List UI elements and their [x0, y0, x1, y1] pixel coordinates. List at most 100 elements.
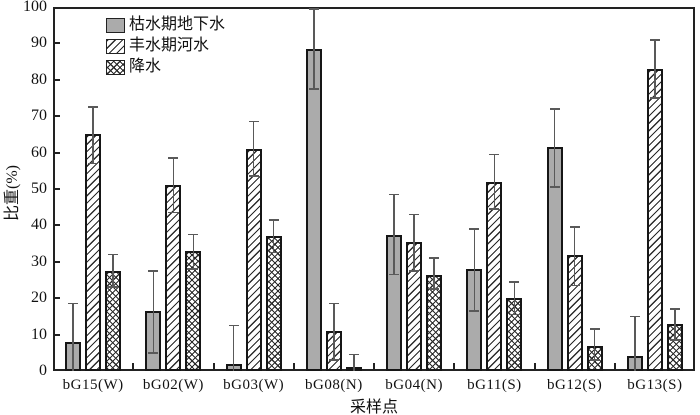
- x-tick-label: bG03(W): [223, 377, 285, 393]
- y-tick-label: 50: [31, 180, 47, 197]
- y-tick-label: 40: [31, 216, 47, 234]
- error-bar-line: [232, 325, 235, 371]
- legend-swatch-diagonal-hatch-icon: [106, 38, 125, 54]
- error-bar-line: [393, 194, 395, 275]
- error-bar-cap-bottom: [649, 97, 660, 99]
- error-bar-cap-bottom: [409, 270, 420, 272]
- error-bar-cap-bottom: [168, 211, 179, 214]
- error-bar-line: [112, 254, 114, 288]
- error-bar-cap-top: [88, 106, 99, 108]
- legend-row-dry-season-groundwater: 枯水期地下水: [106, 17, 225, 33]
- error-bar-cap-top: [669, 308, 680, 310]
- error-bar-cap-bottom: [148, 352, 159, 354]
- error-bar-cap-bottom: [589, 359, 600, 361]
- y-tick-label: 60: [31, 143, 47, 161]
- error-bar-line: [473, 229, 476, 311]
- y-tick-label: 80: [31, 70, 47, 88]
- legend-swatch-cross-hatch-icon: [106, 59, 125, 75]
- x-tick-label: bG08(N): [305, 377, 363, 393]
- x-axis-tick: [292, 363, 295, 369]
- y-tick-label: 100: [23, 0, 47, 15]
- error-bar-line: [493, 154, 496, 209]
- y-axis-tick: [53, 115, 60, 118]
- bar-bG04(N)-丰水期河水: [406, 241, 423, 371]
- y-tick-label: 90: [31, 34, 47, 52]
- bar-bG08(N)-枯水期地下水: [305, 48, 322, 371]
- error-bar-cap-top: [328, 302, 339, 305]
- error-bar-cap-top: [549, 108, 560, 110]
- legend: 枯水期地下水 丰水期河水 降水: [106, 17, 225, 75]
- error-bar-line: [353, 354, 355, 371]
- bar-bG02(W)-丰水期河水: [165, 185, 182, 371]
- x-tick-label: bG15(W): [62, 377, 124, 393]
- error-bar-cap-bottom: [389, 273, 400, 276]
- error-bar-cap-bottom: [509, 313, 520, 316]
- error-bar-cap-bottom: [308, 88, 319, 90]
- legend-label: 降水: [129, 58, 162, 75]
- x-axis-tick: [212, 363, 215, 369]
- y-axis-tick: [53, 224, 60, 227]
- error-bar-cap-top: [168, 157, 179, 159]
- error-bar-cap-bottom: [469, 310, 480, 312]
- error-bar-cap-top: [108, 253, 119, 256]
- bar-bG12(S)-丰水期河水: [566, 254, 583, 371]
- error-bar-line: [674, 309, 676, 341]
- bar-bG15(W)-降水: [105, 270, 122, 371]
- error-bar-cap-bottom: [669, 339, 680, 341]
- bar-bG11(S)-丰水期河水: [486, 181, 503, 371]
- error-bar-line: [192, 234, 195, 270]
- error-bar-cap-top: [268, 219, 279, 221]
- bar-bG02(W)-降水: [185, 250, 202, 371]
- x-tick-label: bG11(S): [467, 377, 522, 393]
- error-bar-line: [433, 258, 435, 290]
- error-bar-line: [573, 227, 576, 286]
- error-bar-cap-bottom: [549, 186, 560, 188]
- error-bar-line: [413, 214, 415, 271]
- x-tick-label: bG13(S): [627, 377, 683, 393]
- y-tick-label: 70: [31, 107, 47, 125]
- x-axis-tick: [453, 363, 456, 369]
- error-bar-cap-top: [509, 281, 520, 283]
- error-bar-cap-top: [148, 270, 159, 272]
- error-bar-cap-top: [649, 38, 660, 41]
- error-bar-cap-bottom: [569, 284, 580, 287]
- error-bar-line: [252, 121, 255, 177]
- error-bar-line: [172, 158, 175, 213]
- y-axis-tick: [53, 297, 60, 300]
- plot-area: [53, 7, 695, 371]
- error-bar-cap-top: [489, 153, 500, 156]
- error-bar-cap-top: [348, 353, 359, 356]
- bar-bG04(N)-降水: [426, 274, 443, 371]
- error-bar-cap-bottom: [489, 208, 500, 210]
- error-bar-cap-bottom: [248, 175, 259, 178]
- error-bar-cap-top: [188, 233, 199, 236]
- legend-swatch-solid-gray-icon: [106, 17, 125, 33]
- error-bar-cap-bottom: [328, 359, 339, 361]
- error-bar-line: [553, 108, 556, 188]
- error-bar-cap-top: [469, 228, 480, 230]
- error-bar-cap-top: [589, 328, 600, 330]
- bar-bG15(W)-丰水期河水: [85, 134, 102, 371]
- error-bar-cap-top: [308, 8, 319, 10]
- y-axis-tick: [53, 78, 60, 81]
- error-bar-cap-top: [68, 302, 79, 305]
- error-bar-cap-bottom: [429, 288, 440, 290]
- error-bar-cap-bottom: [268, 251, 279, 254]
- error-bar-line: [333, 303, 335, 361]
- error-bar-cap-bottom: [88, 162, 99, 165]
- x-axis-tick: [533, 363, 536, 369]
- y-tick-label: 20: [31, 289, 47, 307]
- bar-bG03(W)-丰水期河水: [245, 148, 262, 371]
- error-bar-cap-top: [629, 315, 640, 318]
- y-tick-label: 30: [31, 252, 47, 270]
- x-tick-label: bG12(S): [547, 377, 603, 393]
- y-axis-label: 比重(%): [4, 165, 21, 221]
- y-axis-tick: [53, 42, 60, 45]
- error-bar-line: [72, 303, 74, 371]
- y-tick-label: 0: [39, 362, 47, 379]
- error-bar-line: [152, 270, 155, 353]
- x-axis-label: 采样点: [349, 399, 398, 415]
- error-bar-line: [634, 316, 636, 371]
- error-bar-line: [513, 281, 516, 315]
